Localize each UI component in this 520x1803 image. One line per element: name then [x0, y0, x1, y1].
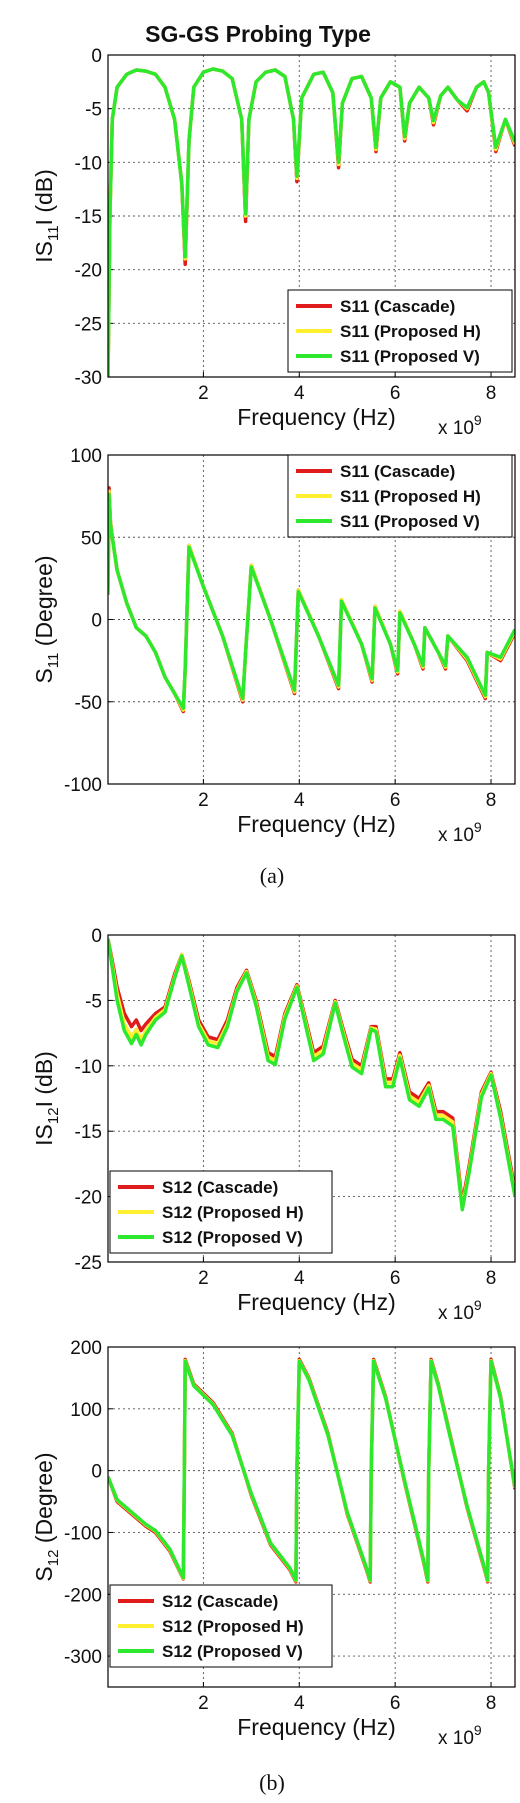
- legend-entry: S12 (Proposed V): [162, 1642, 303, 1661]
- legend-entry: S12 (Proposed V): [162, 1228, 303, 1247]
- x-tick-label: 4: [294, 790, 305, 811]
- axes-frame: [107, 54, 516, 378]
- legend-entry: S11 (Proposed H): [340, 487, 481, 506]
- y-tick-label: -50: [75, 693, 102, 714]
- x-tick-label: 2: [198, 790, 209, 811]
- figure-title: SG-GS Probing Type: [145, 21, 371, 47]
- chart-s12-magnitude: 2 4 6 8 0 -5 -10 -15 -20 -25 Frequency (Hz) x 109 IS…: [31, 926, 516, 1324]
- legend: S12 (Cascade) S12 (Proposed H) S12 (Propos…: [109, 1584, 333, 1668]
- y-tick-label: -25: [75, 1253, 102, 1274]
- legend: S11 (Cascade) S11 (Proposed H) S11 (Propos…: [287, 289, 513, 373]
- axes-frame: [107, 934, 516, 1263]
- legend-entry: S11 (Proposed V): [340, 347, 480, 366]
- y-tick-label: -15: [75, 207, 102, 228]
- x-multiplier: x 109: [438, 1722, 482, 1749]
- series-group: [108, 486, 515, 714]
- legend-entry: S12 (Proposed H): [162, 1203, 304, 1222]
- x-multiplier: x 109: [438, 819, 482, 846]
- y-tick-label: -10: [75, 153, 102, 174]
- x-multiplier: x 109: [438, 412, 482, 439]
- y-tick-label: 0: [91, 611, 102, 632]
- caption-a: (a): [260, 863, 284, 888]
- series-group: [108, 938, 515, 1212]
- series-line-3: [108, 492, 515, 711]
- y-tick-label: -5: [85, 991, 102, 1012]
- series-group: [108, 67, 515, 377]
- x-axis-label: Frequency (Hz): [237, 404, 395, 430]
- y-tick-label: 0: [91, 46, 102, 67]
- legend-entry: S11 (Proposed V): [340, 512, 480, 531]
- x-axis-label: Frequency (Hz): [237, 811, 395, 837]
- x-tick-label: 8: [486, 383, 497, 404]
- legend: S12 (Cascade) S12 (Proposed H) S12 (Propos…: [109, 1170, 333, 1254]
- y-tick-label: -20: [75, 1188, 102, 1209]
- series-line-3: [108, 938, 515, 1212]
- y-tick-label: -30: [75, 368, 102, 389]
- x-tick-label: 8: [486, 1693, 497, 1714]
- legend-entry: S11 (Cascade): [340, 462, 455, 481]
- legend-entry: S12 (Cascade): [162, 1592, 278, 1611]
- axes-frame: [107, 1346, 516, 1688]
- y-tick-label: 200: [70, 1338, 102, 1359]
- y-tick-label: -5: [85, 100, 102, 121]
- x-axis-label: Frequency (Hz): [237, 1289, 395, 1315]
- x-tick-label: 2: [198, 1268, 209, 1289]
- legend-entry: S11 (Proposed H): [340, 322, 481, 341]
- y-axis-label: S11 (Degree): [31, 555, 62, 683]
- x-tick-label: 2: [198, 383, 209, 404]
- x-tick-label: 6: [390, 790, 401, 811]
- series-line-3: [108, 1359, 515, 1582]
- x-tick-label: 6: [390, 383, 401, 404]
- y-tick-label: -100: [64, 775, 102, 796]
- y-tick-label: -15: [75, 1122, 102, 1143]
- y-tick-label: 50: [81, 528, 102, 549]
- y-tick-label: -10: [75, 1057, 102, 1078]
- y-tick-label: -300: [64, 1647, 102, 1668]
- legend: S11 (Cascade) S11 (Proposed H) S11 (Propos…: [287, 454, 513, 538]
- y-tick-label: -100: [64, 1523, 102, 1544]
- y-tick-label: -200: [64, 1585, 102, 1606]
- x-tick-label: 4: [294, 1268, 305, 1289]
- x-tick-label: 6: [390, 1268, 401, 1289]
- legend-entry: S11 (Cascade): [340, 297, 455, 316]
- y-tick-label: 0: [91, 1462, 102, 1483]
- y-axis-label: S12 (Degree): [31, 1452, 62, 1581]
- y-tick-label: -20: [75, 261, 102, 282]
- legend-entry: S12 (Proposed H): [162, 1617, 304, 1636]
- legend-entry: S12 (Cascade): [162, 1178, 278, 1197]
- x-tick-label: 2: [198, 1693, 209, 1714]
- y-tick-label: 100: [70, 446, 102, 467]
- chart-s12-phase: 2 4 6 8 200 100 0 -100 -200 -300 Frequency (Hz) x 1…: [31, 1338, 516, 1749]
- x-multiplier: x 109: [438, 1297, 482, 1324]
- y-tick-label: -25: [75, 314, 102, 335]
- x-tick-label: 4: [294, 1693, 305, 1714]
- chart-s11-magnitude: 2 4 6 8 0 -5 -10 -15 -20 -25 -30 Frequency (Hz) x 10…: [31, 46, 516, 439]
- y-axis-label: IS11I (dB): [31, 169, 62, 263]
- x-axis-label: Frequency (Hz): [237, 1714, 395, 1740]
- y-axis-label: IS12I (dB): [31, 1051, 62, 1146]
- caption-b: (b): [259, 1770, 285, 1795]
- x-tick-label: 8: [486, 1268, 497, 1289]
- y-tick-label: 0: [91, 926, 102, 947]
- series-line-3: [108, 67, 515, 377]
- chart-s11-phase: 2 4 6 8 100 50 0 -50 -100 Frequency (Hz) x 109 S11 …: [31, 446, 516, 846]
- x-tick-label: 8: [486, 790, 497, 811]
- x-tick-label: 6: [390, 1693, 401, 1714]
- x-tick-label: 4: [294, 383, 305, 404]
- series-group: [108, 1357, 515, 1584]
- y-tick-label: 100: [70, 1400, 102, 1421]
